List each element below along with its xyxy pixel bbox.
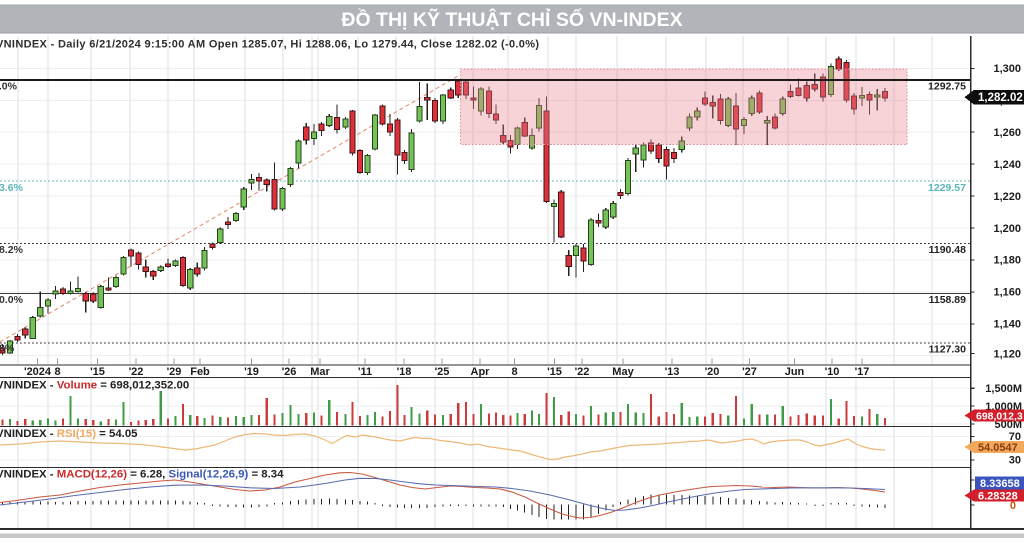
- svg-text:1,160: 1,160: [993, 287, 1021, 299]
- svg-text:'22: '22: [575, 366, 590, 378]
- svg-text:'20: '20: [705, 366, 720, 378]
- svg-text:'19: '19: [244, 366, 259, 378]
- svg-text:500M: 500M: [994, 419, 1022, 431]
- svg-text:6.28328: 6.28328: [978, 490, 1018, 502]
- svg-text:8: 8: [511, 366, 517, 378]
- svg-text:1,220: 1,220: [993, 191, 1021, 203]
- svg-text:'17: '17: [855, 366, 870, 378]
- svg-text:VNINDEX - MACD(12,26) = 6.28,: VNINDEX - MACD(12,26) = 6.28, Signal(12,…: [0, 469, 284, 481]
- svg-text:1,120: 1,120: [993, 348, 1021, 360]
- svg-text:VNINDEX - Daily 6/21/2024 9:15: VNINDEX - Daily 6/21/2024 9:15:00 AM Ope…: [0, 39, 539, 51]
- svg-text:0.0%: 0.0%: [0, 294, 24, 306]
- svg-text:'29: '29: [167, 366, 182, 378]
- svg-text:1,180: 1,180: [993, 255, 1021, 267]
- svg-text:0.0%: 0.0%: [0, 81, 18, 93]
- svg-text:1190.48: 1190.48: [929, 244, 967, 256]
- svg-text:54.0547: 54.0547: [978, 442, 1018, 454]
- svg-text:1,200: 1,200: [993, 223, 1021, 235]
- svg-text:'13: '13: [665, 366, 680, 378]
- svg-text:1,260: 1,260: [993, 127, 1021, 139]
- svg-text:'15: '15: [547, 366, 562, 378]
- svg-text:May: May: [612, 366, 634, 378]
- svg-text:'22: '22: [129, 366, 144, 378]
- svg-text:8%: 8%: [0, 343, 15, 355]
- svg-text:1292.75: 1292.75: [928, 81, 966, 93]
- svg-text:'15: '15: [90, 366, 105, 378]
- svg-text:Mar: Mar: [310, 366, 330, 378]
- svg-text:70: 70: [1009, 431, 1021, 443]
- svg-text:698,012,3: 698,012,3: [976, 410, 1023, 422]
- svg-text:1158.89: 1158.89: [929, 294, 967, 306]
- svg-text:'27: '27: [742, 366, 757, 378]
- svg-text:1,500M: 1,500M: [985, 383, 1022, 395]
- svg-text:Apr: Apr: [471, 366, 491, 378]
- svg-text:1229.57: 1229.57: [928, 182, 966, 194]
- svg-text:'10: '10: [825, 366, 840, 378]
- svg-text:Feb: Feb: [190, 366, 210, 378]
- svg-text:VNINDEX - RSI(15) = 54.05: VNINDEX - RSI(15) = 54.05: [0, 428, 138, 440]
- svg-text:0: 0: [1010, 500, 1016, 512]
- svg-text:1,282.02: 1,282.02: [978, 92, 1023, 104]
- svg-text:8.33658: 8.33658: [980, 478, 1020, 490]
- svg-text:Jun: Jun: [785, 366, 805, 378]
- svg-text:'11: '11: [358, 366, 372, 378]
- svg-text:'26: '26: [282, 366, 297, 378]
- svg-text:30: 30: [1009, 455, 1021, 467]
- svg-text:1127.30: 1127.30: [929, 344, 967, 356]
- svg-text:'2024: '2024: [24, 366, 52, 378]
- svg-text:8.2%: 8.2%: [0, 244, 24, 256]
- svg-text:1,140: 1,140: [993, 319, 1021, 331]
- svg-text:VNINDEX - Volume = 698,012,352: VNINDEX - Volume = 698,012,352.00: [0, 380, 189, 392]
- svg-text:ĐỒ THỊ KỸ THUẬT CHỈ SỐ VN-INDE: ĐỒ THỊ KỸ THUẬT CHỈ SỐ VN-INDEX: [341, 7, 682, 31]
- svg-text:'18: '18: [397, 366, 412, 378]
- svg-text:1,300: 1,300: [993, 63, 1021, 75]
- svg-text:'25: '25: [435, 366, 450, 378]
- svg-text:3.6%: 3.6%: [0, 182, 24, 194]
- svg-text:8: 8: [54, 366, 60, 378]
- svg-text:1,240: 1,240: [993, 159, 1021, 171]
